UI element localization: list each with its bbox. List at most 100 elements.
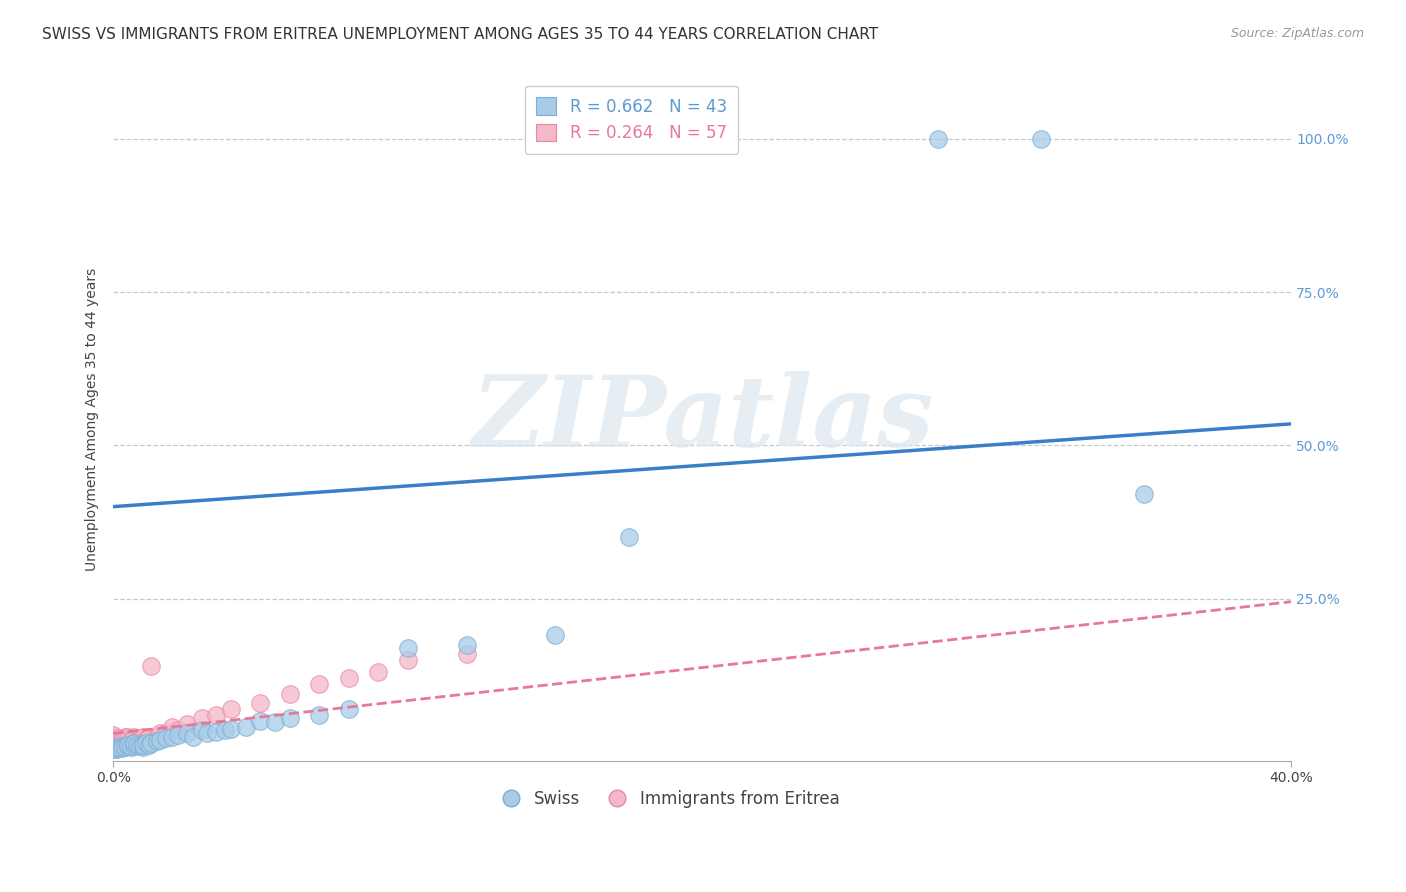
Point xyxy=(117,739,139,753)
Point xyxy=(138,738,160,752)
Point xyxy=(1029,132,1052,146)
Point xyxy=(249,714,271,729)
Point xyxy=(149,726,172,740)
Point xyxy=(367,665,389,680)
Point xyxy=(167,723,190,738)
Point xyxy=(114,738,136,752)
Point xyxy=(544,628,567,642)
Point xyxy=(396,653,419,667)
Point xyxy=(105,732,128,747)
Point xyxy=(105,741,128,756)
Point xyxy=(103,738,125,752)
Point xyxy=(108,734,131,748)
Point xyxy=(120,732,142,747)
Point xyxy=(128,739,150,753)
Point xyxy=(131,738,153,752)
Point xyxy=(117,739,139,753)
Point xyxy=(117,732,139,747)
Point xyxy=(131,739,153,754)
Point xyxy=(103,736,125,750)
Point xyxy=(103,728,125,742)
Point xyxy=(249,696,271,710)
Point xyxy=(117,738,139,752)
Point xyxy=(111,740,134,755)
Point xyxy=(396,640,419,655)
Point xyxy=(337,671,360,685)
Point xyxy=(103,739,125,753)
Point xyxy=(149,732,172,747)
Point xyxy=(278,711,301,725)
Point xyxy=(135,732,157,747)
Point xyxy=(264,715,287,730)
Point xyxy=(135,736,157,750)
Point xyxy=(125,732,148,747)
Point xyxy=(128,731,150,746)
Point xyxy=(219,702,242,716)
Point xyxy=(103,741,125,756)
Point xyxy=(176,717,198,731)
Point xyxy=(160,720,183,734)
Point xyxy=(114,739,136,754)
Point xyxy=(105,739,128,754)
Text: SWISS VS IMMIGRANTS FROM ERITREA UNEMPLOYMENT AMONG AGES 35 TO 44 YEARS CORRELAT: SWISS VS IMMIGRANTS FROM ERITREA UNEMPLO… xyxy=(42,27,879,42)
Point xyxy=(108,739,131,753)
Point xyxy=(160,730,183,744)
Text: ZIPatlas: ZIPatlas xyxy=(471,371,934,467)
Point xyxy=(108,741,131,756)
Point xyxy=(111,736,134,750)
Point xyxy=(103,731,125,746)
Point xyxy=(205,708,228,723)
Point xyxy=(111,739,134,753)
Point xyxy=(1133,487,1156,501)
Point xyxy=(108,739,131,754)
Point xyxy=(308,708,330,723)
Point xyxy=(131,730,153,744)
Point xyxy=(308,677,330,691)
Point xyxy=(197,726,219,740)
Point xyxy=(122,739,145,753)
Point xyxy=(181,730,204,744)
Point xyxy=(617,530,640,544)
Point xyxy=(190,723,212,738)
Point xyxy=(141,736,163,750)
Point xyxy=(456,638,478,652)
Point xyxy=(167,728,190,742)
Point xyxy=(190,711,212,725)
Point xyxy=(103,739,125,754)
Point xyxy=(122,734,145,748)
Point xyxy=(131,734,153,748)
Point xyxy=(235,720,257,734)
Point xyxy=(155,731,177,746)
Point xyxy=(205,725,228,739)
Legend: Swiss, Immigrants from Eritrea: Swiss, Immigrants from Eritrea xyxy=(488,783,846,814)
Point xyxy=(141,659,163,673)
Point xyxy=(108,731,131,746)
Point xyxy=(337,702,360,716)
Point xyxy=(155,726,177,740)
Point xyxy=(214,723,236,738)
Point xyxy=(114,730,136,744)
Point xyxy=(105,739,128,753)
Point xyxy=(176,726,198,740)
Point xyxy=(122,736,145,750)
Point xyxy=(219,722,242,736)
Point xyxy=(146,734,169,748)
Point xyxy=(111,739,134,753)
Point xyxy=(117,736,139,750)
Point xyxy=(122,730,145,744)
Point xyxy=(120,739,142,754)
Point xyxy=(105,736,128,750)
Point xyxy=(456,647,478,661)
Point xyxy=(927,132,949,146)
Point xyxy=(120,736,142,750)
Point xyxy=(111,732,134,747)
Point xyxy=(103,730,125,744)
Y-axis label: Unemployment Among Ages 35 to 44 years: Unemployment Among Ages 35 to 44 years xyxy=(86,268,100,571)
Point xyxy=(105,741,128,756)
Point xyxy=(117,730,139,744)
Point xyxy=(278,687,301,701)
Point xyxy=(108,736,131,750)
Point xyxy=(125,738,148,752)
Point xyxy=(114,734,136,748)
Point xyxy=(138,730,160,744)
